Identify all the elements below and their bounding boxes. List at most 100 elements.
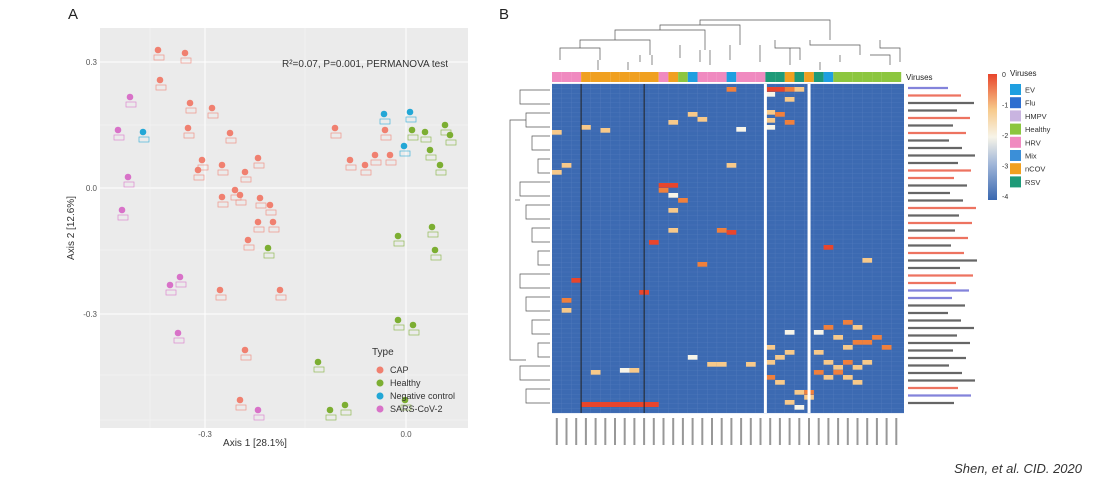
type-legend: Type CAP Healthy Negative control SARS-CoV-… [372, 347, 455, 414]
sample-label [380, 134, 392, 141]
sample-label [117, 214, 129, 221]
sample-label [265, 209, 277, 216]
x-axis-label: Axis 1 [28.1%] [223, 438, 287, 449]
sample-label [408, 329, 420, 336]
sample-label [330, 132, 342, 139]
sample-label [370, 159, 382, 166]
color-scale-tick: -2 [1002, 133, 1008, 140]
virus-legend-swatch [1010, 136, 1021, 148]
sample-point [441, 121, 449, 129]
sample-point [181, 49, 189, 57]
sample-point [166, 281, 174, 289]
sample-label [155, 84, 167, 91]
x-tick-labels: -0.3 0.0 [198, 430, 412, 439]
legend-label: Negative control [390, 391, 455, 401]
virus-legend-title: Viruses [1010, 69, 1037, 78]
sample-label [400, 404, 412, 411]
sample-point [394, 232, 402, 240]
sample-label [405, 116, 417, 123]
sample-point [346, 156, 354, 164]
y-tick-labels: 0.3 0.0 -0.3 [83, 58, 97, 319]
virus-legend-label: Mix [1025, 152, 1037, 161]
sample-point [254, 218, 262, 226]
sample-point [226, 129, 234, 137]
virus-legend-swatch [1010, 84, 1021, 95]
sample-point [394, 316, 402, 324]
sample-point [421, 128, 429, 136]
column-labels [555, 418, 898, 445]
sample-point [218, 193, 226, 201]
sample-label [113, 134, 125, 141]
sample-label [240, 354, 252, 361]
color-scale-tick: -4 [1002, 194, 1008, 201]
sample-point [174, 329, 182, 337]
virus-legend-label: RSV [1025, 178, 1040, 187]
sample-point [241, 346, 249, 354]
panel-b-letter: B [499, 6, 510, 23]
sample-label [217, 169, 229, 176]
sample-point [409, 321, 417, 329]
sample-point [126, 93, 134, 101]
sample-point [198, 156, 206, 164]
y-tick-label: 0.3 [86, 58, 98, 67]
sample-label [138, 136, 150, 143]
virus-legend-swatch [1010, 176, 1021, 188]
sample-point [256, 194, 264, 202]
sample-label [175, 281, 187, 288]
sample-label [125, 101, 137, 108]
row-dendrogram [509, 89, 550, 404]
sample-point [231, 186, 239, 194]
permanova-annotation: R²=0.07, P=0.001, PERMANOVA test [282, 59, 448, 70]
legend-swatch [376, 366, 384, 374]
sample-label [420, 136, 432, 143]
sample-point [124, 173, 132, 181]
sample-label [207, 112, 219, 119]
sample-point [156, 76, 164, 84]
sample-point [241, 168, 249, 176]
sample-label [275, 294, 287, 301]
sample-point [361, 161, 369, 169]
legend-label: SARS-CoV-2 [390, 404, 443, 414]
sample-point [400, 142, 408, 150]
sample-label [165, 289, 177, 296]
sample-label [268, 226, 280, 233]
sample-point [254, 154, 262, 162]
sample-label [385, 159, 397, 166]
sample-point [401, 396, 409, 404]
sample-label [240, 176, 252, 183]
sample-label [393, 240, 405, 247]
sample-label [215, 294, 227, 301]
sample-label [445, 139, 457, 146]
legend-title: Type [372, 347, 394, 358]
sample-point [371, 151, 379, 159]
sample-point [194, 166, 202, 174]
virus-legend-swatch [1010, 110, 1021, 122]
sample-point [446, 131, 454, 139]
plot-gridlines [100, 28, 468, 428]
sample-point [331, 124, 339, 132]
sample-label [185, 107, 197, 114]
x-tick-label: -0.3 [198, 430, 212, 439]
sample-point [276, 286, 284, 294]
sample-point [386, 151, 394, 159]
sample-point [314, 358, 322, 366]
heatmap-splits [580, 84, 811, 413]
sample-point [114, 126, 122, 134]
virus-legend-swatch [1010, 150, 1021, 161]
sample-label [255, 202, 267, 209]
sample-label [360, 169, 372, 176]
sample-label [173, 337, 185, 344]
sample-label [153, 54, 165, 61]
plot-background [100, 28, 468, 428]
sample-point [218, 161, 226, 169]
sample-label [193, 174, 205, 181]
virus-legend-label: HRV [1025, 138, 1041, 147]
sample-label [407, 134, 419, 141]
sample-label [235, 199, 247, 206]
virus-legend: Viruses EV Flu HMPV Healthy HRV Mix nCOV RSV [1010, 69, 1051, 188]
virus-legend-label: EV [1025, 86, 1035, 95]
sample-label [183, 132, 195, 139]
y-tick-label: 0.0 [86, 184, 98, 193]
